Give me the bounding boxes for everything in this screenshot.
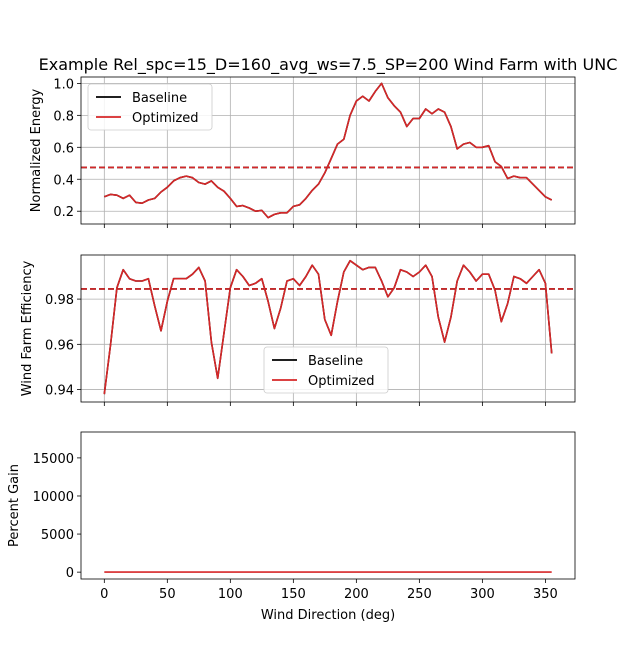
legend-label-baseline: Baseline [132, 91, 187, 106]
legend-box [263, 346, 389, 394]
axes-frame [80, 254, 576, 403]
y-tick-label: 0 [66, 566, 74, 581]
series-line-optimized [104, 82, 553, 219]
legend-label-baseline: Baseline [308, 354, 363, 369]
y-tick-label: 0.98 [45, 293, 74, 308]
legend-label-optimized: Optimized [132, 111, 199, 126]
x-tick-label: 100 [218, 587, 243, 602]
y-tick-label: 5000 [41, 528, 74, 543]
legend: Baseline Optimized [87, 83, 213, 131]
legend-label-optimized: Optimized [308, 374, 375, 389]
percent-gain-panel: 0 50 100 150 200 250 300 350 0 5000 10000 15000 Perc… [7, 431, 576, 602]
axes-frame [80, 76, 576, 225]
x-tick-label: 0 [100, 587, 108, 602]
y-tick-label: 0.4 [53, 173, 74, 188]
y-axis-label: Percent Gain [7, 464, 22, 547]
y-tick-label: 0.96 [45, 338, 74, 353]
x-axis-label: Wind Direction (deg) [261, 608, 395, 623]
y-tick-label: 0.2 [53, 205, 74, 220]
y-tick-label: 10000 [33, 490, 74, 505]
y-tick-label: 15000 [33, 452, 74, 467]
legend-box [87, 83, 213, 131]
y-tick-label: 1.0 [53, 77, 74, 92]
y-axis-label: Normalized Energy [29, 89, 44, 213]
y-tick-label: 0.94 [45, 384, 74, 399]
energy-panel: 0.2 0.4 0.6 0.8 1.0 Normalized Energy Baseline… [29, 76, 576, 228]
y-tick-label: 0.6 [53, 141, 74, 156]
x-tick-label: 350 [533, 587, 558, 602]
figure-title: Example Rel_spc=15_D=160_avg_ws=7.5_SP=2… [39, 55, 618, 75]
axes-frame [80, 431, 576, 580]
y-axis-label: Wind Farm Efficiency [20, 260, 35, 396]
efficiency-panel: 0.94 0.96 0.98 Wind Farm Efficiency Baseline… [20, 254, 576, 406]
x-tick-label: 250 [407, 587, 432, 602]
x-tick-label: 200 [344, 587, 369, 602]
x-tick-label: 150 [281, 587, 306, 602]
y-tick-label: 0.8 [53, 109, 74, 124]
series-line-optimized [103, 259, 553, 395]
legend: Baseline Optimized [263, 346, 389, 394]
x-tick-label: 300 [470, 587, 495, 602]
x-tick-label: 50 [159, 587, 176, 602]
